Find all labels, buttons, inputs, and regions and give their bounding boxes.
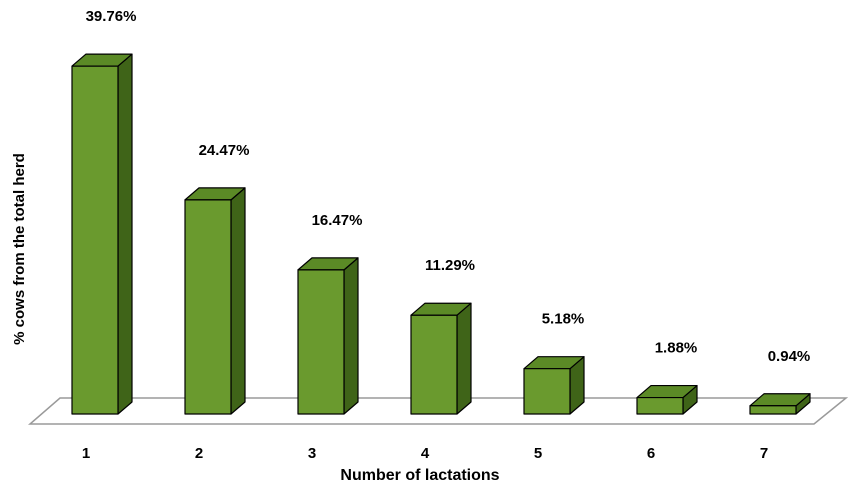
bar-5	[523, 356, 585, 415]
bar-side-face	[117, 53, 133, 415]
data-label: 16.47%	[312, 212, 363, 229]
bar-side-face	[343, 257, 359, 415]
data-labels-group: 39.76% 24.47% 16.47% 11.29% 5.18% 1.88% 0.94%	[86, 8, 811, 365]
data-label: 5.18%	[542, 311, 585, 328]
bar-3	[297, 257, 359, 415]
x-tick-label: 7	[760, 445, 768, 462]
x-tick-label: 6	[647, 445, 655, 462]
x-tick-label: 5	[534, 445, 542, 462]
x-axis-label: Number of lactations	[340, 467, 499, 484]
data-label: 1.88%	[655, 340, 698, 357]
bar-2	[184, 187, 246, 415]
bar-front-face	[523, 368, 571, 415]
bar-6	[636, 384, 698, 415]
bar-side-face	[456, 302, 472, 415]
bar-front-face	[297, 269, 345, 415]
bar-front-face	[71, 65, 119, 415]
bar-side-face	[230, 187, 246, 415]
bar-7	[749, 393, 811, 415]
bar-1	[71, 53, 133, 415]
bar-front-face	[184, 199, 232, 415]
y-axis-label: % cows from the total herd	[11, 153, 28, 345]
data-label: 11.29%	[425, 257, 475, 274]
data-label: 0.94%	[768, 348, 811, 365]
bar-front-face	[636, 396, 684, 415]
x-tick-labels-group: 1 2 3 4 5 6 7	[82, 445, 768, 462]
data-label: 24.47%	[199, 142, 250, 159]
x-tick-label: 4	[421, 445, 430, 462]
bar-front-face	[749, 405, 797, 415]
bars-group	[71, 53, 811, 415]
x-tick-label: 3	[308, 445, 316, 462]
bar-4	[410, 302, 472, 415]
x-tick-label: 2	[195, 445, 203, 462]
bar-front-face	[410, 314, 458, 415]
data-label: 39.76%	[86, 8, 137, 25]
x-tick-label: 1	[82, 445, 90, 462]
